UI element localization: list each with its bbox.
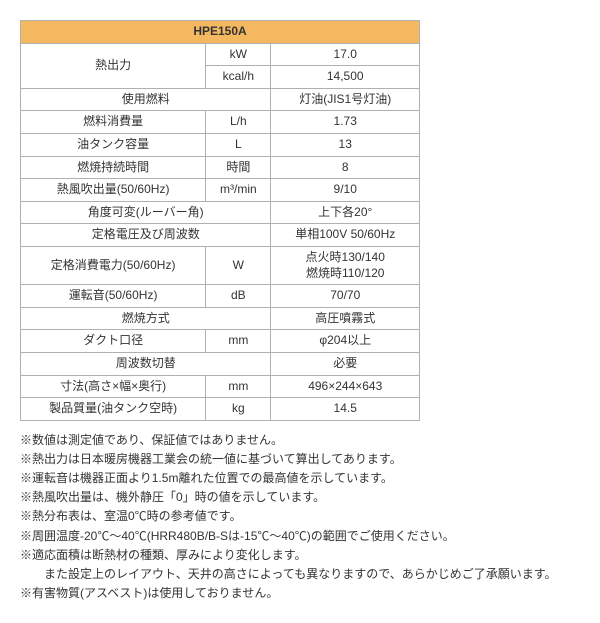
burn-duration-val: 8 bbox=[271, 156, 420, 179]
heat-output-unit1: kW bbox=[206, 43, 271, 66]
heat-output-label: 熱出力 bbox=[21, 43, 206, 88]
fuel-consumption-val: 1.73 bbox=[271, 111, 420, 134]
dimensions-unit: mm bbox=[206, 375, 271, 398]
tank-capacity-val: 13 bbox=[271, 133, 420, 156]
note-9: ※有害物質(アスベスト)は使用しておりません。 bbox=[20, 584, 580, 603]
burn-duration-label: 燃焼持続時間 bbox=[21, 156, 206, 179]
mass-unit: kg bbox=[206, 398, 271, 421]
rated-power-label: 定格消費電力(50/60Hz) bbox=[21, 246, 206, 284]
notes-block: ※数値は測定値であり、保証値ではありません。 ※熱出力は日本暖房機器工業会の統一… bbox=[20, 431, 580, 604]
note-1: ※数値は測定値であり、保証値ではありません。 bbox=[20, 431, 580, 450]
tank-capacity-unit: L bbox=[206, 133, 271, 156]
airflow-unit: m³/min bbox=[206, 179, 271, 202]
duct-unit: mm bbox=[206, 330, 271, 353]
duct-val: φ204以上 bbox=[271, 330, 420, 353]
burn-duration-unit: 時間 bbox=[206, 156, 271, 179]
dimensions-val: 496×244×643 bbox=[271, 375, 420, 398]
note-6: ※周囲温度-20℃～40℃(HRR480B/B-Sは-15℃～40℃)の範囲でご… bbox=[20, 527, 580, 546]
fuel-consumption-unit: L/h bbox=[206, 111, 271, 134]
freq-switch-val: 必要 bbox=[271, 352, 420, 375]
freq-switch-label: 周波数切替 bbox=[21, 352, 271, 375]
spec-table: HPE150A 熱出力 kW 17.0 kcal/h 14,500 使用燃料 灯… bbox=[20, 20, 420, 421]
note-2: ※熱出力は日本暖房機器工業会の統一値に基づいて算出してあります。 bbox=[20, 450, 580, 469]
tank-capacity-label: 油タンク容量 bbox=[21, 133, 206, 156]
rated-power-val: 点火時130/140燃焼時110/120 bbox=[271, 246, 420, 284]
fuel-label: 使用燃料 bbox=[21, 88, 271, 111]
rated-voltage-val: 単相100V 50/60Hz bbox=[271, 224, 420, 247]
louver-label: 角度可変(ルーバー角) bbox=[21, 201, 271, 224]
noise-val: 70/70 bbox=[271, 285, 420, 308]
fuel-consumption-label: 燃料消費量 bbox=[21, 111, 206, 134]
note-4: ※熱風吹出量は、機外静圧「0」時の値を示しています。 bbox=[20, 488, 580, 507]
rated-power-unit: W bbox=[206, 246, 271, 284]
duct-label: ダクト口径 bbox=[21, 330, 206, 353]
heat-output-val1: 17.0 bbox=[271, 43, 420, 66]
combustion-val: 高圧噴霧式 bbox=[271, 307, 420, 330]
combustion-label: 燃焼方式 bbox=[21, 307, 271, 330]
note-3: ※運転音は機器正面より1.5m離れた位置での最高値を示しています。 bbox=[20, 469, 580, 488]
mass-val: 14.5 bbox=[271, 398, 420, 421]
heat-output-val2: 14,500 bbox=[271, 66, 420, 89]
model-header: HPE150A bbox=[21, 21, 420, 44]
note-7: ※適応面積は断熱材の種類、厚みにより変化します。 bbox=[20, 546, 580, 565]
mass-label: 製品質量(油タンク空時) bbox=[21, 398, 206, 421]
heat-output-unit2: kcal/h bbox=[206, 66, 271, 89]
rated-voltage-label: 定格電圧及び周波数 bbox=[21, 224, 271, 247]
note-8: また設定上のレイアウト、天井の高さによっても異なりますので、あらかじめご了承願い… bbox=[20, 565, 580, 584]
note-5: ※熱分布表は、室温0℃時の参考値です。 bbox=[20, 507, 580, 526]
noise-label: 運転音(50/60Hz) bbox=[21, 285, 206, 308]
airflow-label: 熱風吹出量(50/60Hz) bbox=[21, 179, 206, 202]
airflow-val: 9/10 bbox=[271, 179, 420, 202]
dimensions-label: 寸法(高さ×幅×奥行) bbox=[21, 375, 206, 398]
louver-val: 上下各20° bbox=[271, 201, 420, 224]
noise-unit: dB bbox=[206, 285, 271, 308]
fuel-val: 灯油(JIS1号灯油) bbox=[271, 88, 420, 111]
